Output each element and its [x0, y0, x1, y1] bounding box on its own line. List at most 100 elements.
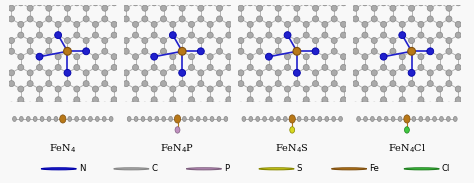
Circle shape: [47, 116, 51, 122]
Circle shape: [418, 97, 424, 103]
Circle shape: [427, 16, 433, 22]
Circle shape: [68, 116, 72, 122]
Circle shape: [249, 116, 253, 122]
Circle shape: [312, 5, 319, 11]
Circle shape: [207, 0, 213, 6]
Circle shape: [189, 0, 194, 6]
Circle shape: [179, 16, 185, 22]
Circle shape: [36, 64, 43, 70]
Circle shape: [102, 81, 108, 87]
Circle shape: [36, 97, 43, 103]
Circle shape: [293, 47, 301, 55]
Circle shape: [95, 116, 99, 122]
Circle shape: [266, 0, 272, 6]
Circle shape: [390, 16, 396, 22]
Circle shape: [170, 54, 176, 60]
Circle shape: [455, 32, 461, 38]
Circle shape: [266, 21, 272, 27]
Circle shape: [384, 116, 388, 122]
Circle shape: [111, 32, 117, 38]
Circle shape: [217, 5, 222, 11]
Circle shape: [151, 32, 157, 38]
Circle shape: [427, 81, 433, 87]
Circle shape: [377, 116, 381, 122]
Circle shape: [46, 48, 52, 54]
Circle shape: [275, 81, 281, 87]
Circle shape: [446, 81, 452, 87]
Circle shape: [111, 0, 117, 6]
Circle shape: [312, 102, 319, 108]
Circle shape: [446, 48, 452, 54]
Circle shape: [408, 69, 415, 76]
Circle shape: [83, 102, 89, 108]
Circle shape: [259, 168, 294, 170]
Circle shape: [439, 116, 443, 122]
Circle shape: [304, 116, 308, 122]
Circle shape: [9, 70, 15, 76]
Circle shape: [247, 0, 253, 6]
Circle shape: [128, 116, 131, 122]
Circle shape: [340, 32, 346, 38]
Circle shape: [83, 38, 89, 44]
Circle shape: [404, 127, 410, 133]
Circle shape: [322, 21, 328, 27]
Circle shape: [256, 102, 263, 108]
Circle shape: [92, 0, 99, 6]
Circle shape: [151, 86, 157, 92]
Circle shape: [290, 127, 295, 133]
Circle shape: [303, 64, 309, 70]
Circle shape: [226, 32, 232, 38]
Circle shape: [92, 64, 99, 70]
Circle shape: [284, 86, 291, 92]
Circle shape: [256, 16, 263, 22]
Circle shape: [55, 54, 61, 60]
Circle shape: [409, 38, 415, 44]
Circle shape: [55, 32, 62, 39]
Circle shape: [134, 116, 138, 122]
Circle shape: [189, 86, 194, 92]
Circle shape: [353, 102, 359, 108]
Circle shape: [390, 102, 396, 108]
Circle shape: [238, 70, 244, 76]
Circle shape: [312, 38, 319, 44]
Circle shape: [83, 81, 89, 87]
Circle shape: [142, 102, 148, 108]
Circle shape: [111, 86, 117, 92]
Circle shape: [256, 38, 263, 44]
Circle shape: [189, 97, 194, 103]
Circle shape: [390, 81, 396, 87]
Circle shape: [362, 97, 368, 103]
Circle shape: [189, 64, 194, 70]
Circle shape: [331, 81, 337, 87]
Circle shape: [455, 54, 461, 60]
Circle shape: [207, 97, 213, 103]
Circle shape: [40, 116, 44, 122]
Circle shape: [322, 64, 328, 70]
Circle shape: [312, 16, 319, 22]
Circle shape: [312, 81, 319, 87]
Circle shape: [46, 70, 52, 76]
Circle shape: [371, 70, 377, 76]
Circle shape: [170, 21, 176, 27]
Circle shape: [55, 86, 61, 92]
Circle shape: [455, 64, 461, 70]
Circle shape: [198, 102, 204, 108]
Circle shape: [161, 70, 166, 76]
Circle shape: [18, 21, 24, 27]
Circle shape: [161, 16, 166, 22]
Circle shape: [123, 48, 129, 54]
Circle shape: [102, 116, 106, 122]
Circle shape: [275, 5, 281, 11]
Circle shape: [64, 102, 71, 108]
Circle shape: [75, 116, 79, 122]
Circle shape: [412, 116, 416, 122]
Circle shape: [390, 48, 396, 54]
Circle shape: [207, 54, 213, 60]
Circle shape: [437, 64, 443, 70]
Circle shape: [82, 48, 90, 55]
Circle shape: [207, 86, 213, 92]
Circle shape: [197, 48, 204, 55]
Circle shape: [238, 16, 244, 22]
Circle shape: [437, 54, 443, 60]
Circle shape: [141, 116, 145, 122]
